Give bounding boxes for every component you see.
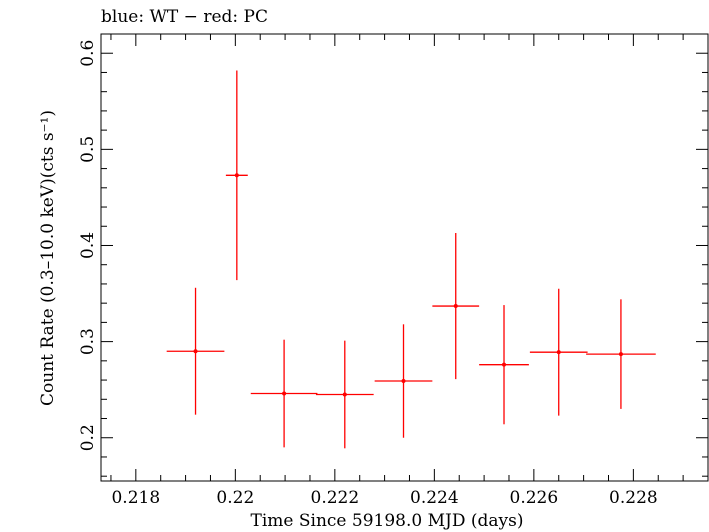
y-tick-label: 0.4: [78, 232, 98, 259]
x-tick-label: 0.222: [311, 488, 360, 508]
data-point: [432, 232, 480, 380]
data-point: [374, 324, 433, 438]
y-tick-label: 0.5: [78, 136, 98, 163]
data-marker: [618, 352, 623, 357]
data-point: [250, 339, 318, 448]
y-axis-label: Count Rate (0.3–10.0 keV)(cts s⁻¹): [38, 110, 58, 406]
data-marker: [193, 349, 198, 354]
data-marker: [234, 173, 239, 178]
data-point: [529, 288, 588, 416]
data-point: [166, 287, 225, 415]
data-marker: [282, 391, 287, 396]
data-marker: [502, 362, 507, 367]
x-tick-label: 0.224: [410, 488, 459, 508]
chart-title: blue: WT − red: PC: [101, 7, 268, 27]
data-marks: [166, 70, 656, 449]
x-tick-label: 0.22: [216, 488, 254, 508]
data-point: [479, 305, 529, 425]
data-marker: [401, 379, 406, 384]
data-marker: [453, 304, 458, 309]
data-point: [315, 340, 374, 449]
data-point: [586, 299, 656, 409]
x-tick-label: 0.218: [111, 488, 160, 508]
data-marker: [342, 392, 347, 397]
plot-frame: [100, 33, 709, 482]
x-tick-label: 0.228: [609, 488, 658, 508]
x-tick-label: 0.226: [510, 488, 559, 508]
x-axis-label: Time Since 59198.0 MJD (days): [251, 511, 524, 531]
y-tick-label: 0.3: [78, 328, 98, 355]
data-point: [225, 70, 248, 281]
axes: 0.218 0.22 0.222 0.224 0.226 0.228 0.2 0.3 0.4 0.…: [78, 33, 709, 508]
data-marker: [556, 350, 561, 355]
y-tick-label: 0.2: [78, 424, 98, 451]
y-tick-label: 0.6: [78, 40, 98, 67]
